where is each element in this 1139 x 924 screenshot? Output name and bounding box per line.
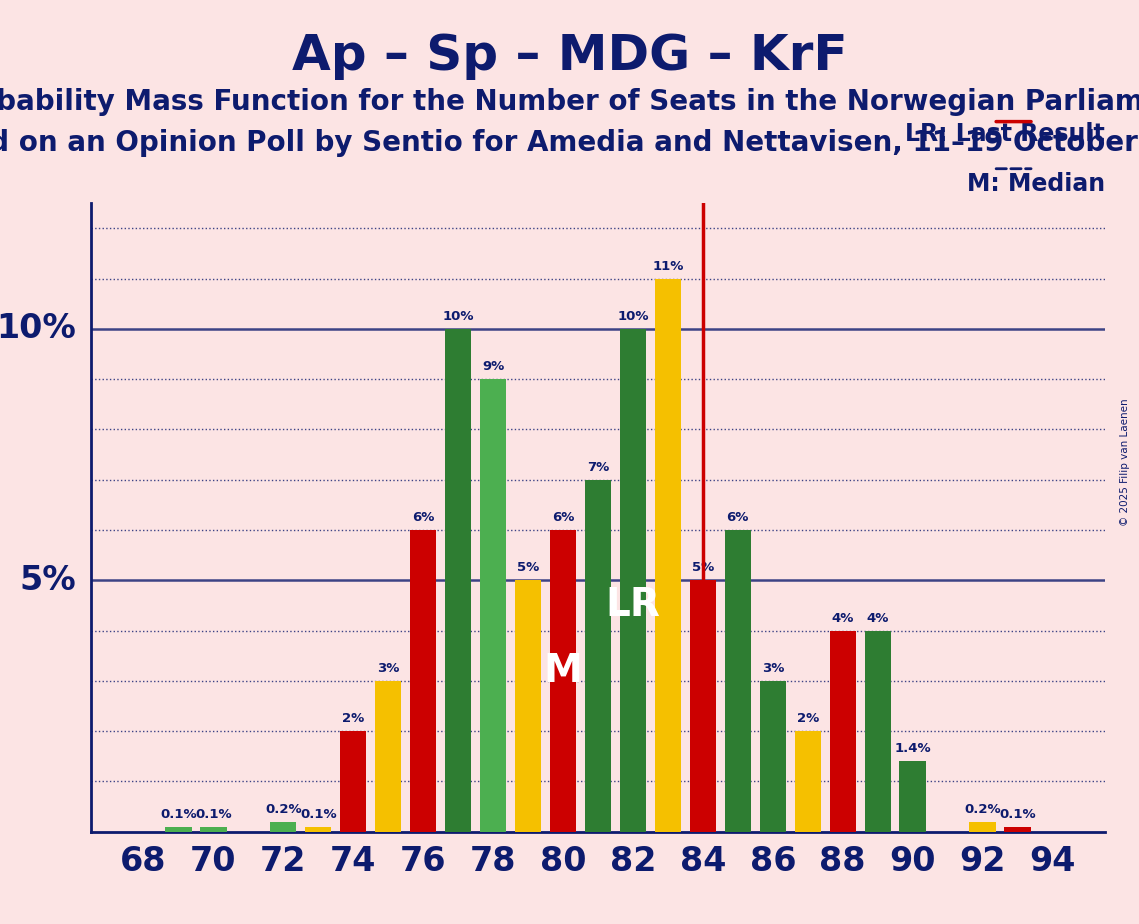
Bar [410, 530, 436, 832]
Text: 0.1%: 0.1% [300, 808, 337, 821]
Text: LR: LR [606, 587, 661, 625]
Text: LR: Last Result: LR: Last Result [906, 122, 1105, 146]
Text: 10%: 10% [0, 312, 76, 346]
Text: 3%: 3% [762, 662, 784, 675]
Text: 4%: 4% [867, 612, 888, 625]
Text: 10%: 10% [617, 310, 649, 322]
Bar [900, 761, 926, 832]
Text: 5%: 5% [517, 561, 539, 574]
Bar [305, 827, 331, 832]
Text: © 2025 Filip van Laenen: © 2025 Filip van Laenen [1121, 398, 1130, 526]
Text: M: Median: M: Median [967, 172, 1105, 196]
Bar [795, 731, 821, 832]
Text: 5%: 5% [691, 561, 714, 574]
Bar [375, 681, 401, 832]
Bar [584, 480, 612, 832]
Text: M: M [543, 651, 582, 689]
Bar [550, 530, 576, 832]
Text: 2%: 2% [342, 712, 364, 725]
Text: 2%: 2% [796, 712, 819, 725]
Bar [829, 630, 855, 832]
Text: 6%: 6% [412, 511, 434, 524]
Bar [341, 731, 367, 832]
Text: 0.1%: 0.1% [999, 808, 1035, 821]
Text: 4%: 4% [831, 612, 854, 625]
Bar [969, 821, 995, 832]
Bar [655, 279, 681, 832]
Text: Probability Mass Function for the Number of Seats in the Norwegian Parliament: Probability Mass Function for the Number… [0, 88, 1139, 116]
Bar [690, 580, 716, 832]
Text: 6%: 6% [551, 511, 574, 524]
Bar [270, 821, 296, 832]
Text: 11%: 11% [653, 260, 683, 273]
Text: 5%: 5% [19, 564, 76, 597]
Bar [200, 827, 227, 832]
Bar [515, 580, 541, 832]
Text: 0.2%: 0.2% [965, 803, 1001, 816]
Bar [760, 681, 786, 832]
Text: Ap – Sp – MDG – KrF: Ap – Sp – MDG – KrF [292, 32, 847, 80]
Text: 3%: 3% [377, 662, 400, 675]
Bar [1005, 827, 1031, 832]
Bar [620, 329, 646, 832]
Bar [165, 827, 191, 832]
Bar [480, 379, 506, 832]
Text: Based on an Opinion Poll by Sentio for Amedia and Nettavisen, 11–19 October 2021: Based on an Opinion Poll by Sentio for A… [0, 129, 1139, 157]
Text: 1.4%: 1.4% [894, 742, 931, 755]
Text: 0.1%: 0.1% [195, 808, 231, 821]
Text: 7%: 7% [587, 461, 609, 474]
Text: 10%: 10% [442, 310, 474, 322]
Bar [724, 530, 751, 832]
Text: 0.1%: 0.1% [161, 808, 197, 821]
Bar [865, 630, 891, 832]
Bar [445, 329, 472, 832]
Text: 0.2%: 0.2% [265, 803, 302, 816]
Text: 6%: 6% [727, 511, 749, 524]
Text: 9%: 9% [482, 360, 505, 373]
